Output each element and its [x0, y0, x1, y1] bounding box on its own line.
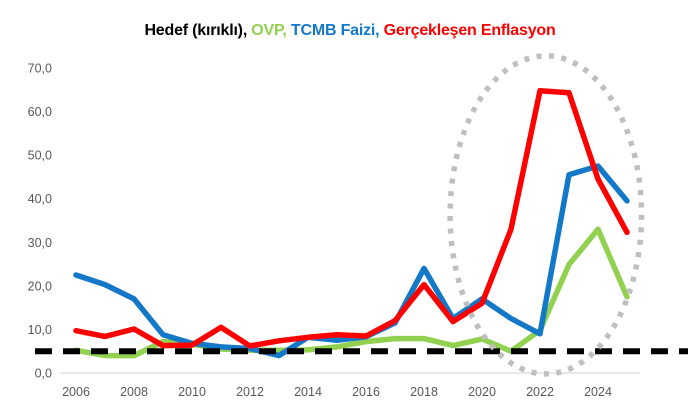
y-axis-tick-label: 50,0: [28, 149, 52, 163]
x-axis-tick-label: 2008: [120, 385, 148, 399]
title-segment-ovp: OVP,: [247, 22, 287, 39]
chart-title: Hedef (kırıklı), OVP, TCMB Faizi, Gerçek…: [0, 22, 700, 40]
title-segment-hedef: Hedef (kırıklı),: [144, 22, 248, 39]
x-axis-tick-label: 2016: [352, 385, 380, 399]
y-axis-tick-label: 70,0: [28, 62, 52, 76]
y-axis-tick-label: 20,0: [28, 279, 52, 293]
series-line-tcmb: [73, 163, 630, 359]
x-axis-tick-label: 2022: [526, 385, 554, 399]
x-axis-labels: 2006 2008 2010 2012 2014 2016 2018 2020 2022 2024: [62, 385, 612, 399]
y-axis-tick-label: 40,0: [28, 192, 52, 206]
x-axis-tick-label: 2006: [62, 385, 90, 399]
highlight-ellipse: [447, 53, 645, 377]
x-axis-tick-label: 2010: [178, 385, 206, 399]
x-axis-tick-label: 2014: [294, 385, 322, 399]
highlight-ellipse-shape: [447, 53, 645, 377]
series-lines: [73, 87, 630, 359]
title-segment-enflasyon: Gerçekleşen Enflasyon: [379, 22, 556, 39]
x-axis-tick-label: 2024: [584, 385, 612, 399]
y-axis-tick-label: 10,0: [28, 323, 52, 337]
y-axis-tick-label: 60,0: [28, 105, 52, 119]
y-axis-tick-label: 30,0: [28, 236, 52, 250]
y-axis-tick-label: 0,0: [35, 367, 52, 381]
x-axis-tick-label: 2020: [468, 385, 496, 399]
y-axis-labels: 0,0 10,0 20,0 30,0 40,0 50,0 60,0 70,0: [28, 62, 52, 381]
series-line-enflasyon: [73, 87, 630, 349]
x-axis-tick-label: 2012: [236, 385, 264, 399]
title-segment-tcmb: TCMB Faizi,: [286, 22, 380, 39]
x-axis-tick-label: 2018: [410, 385, 438, 399]
